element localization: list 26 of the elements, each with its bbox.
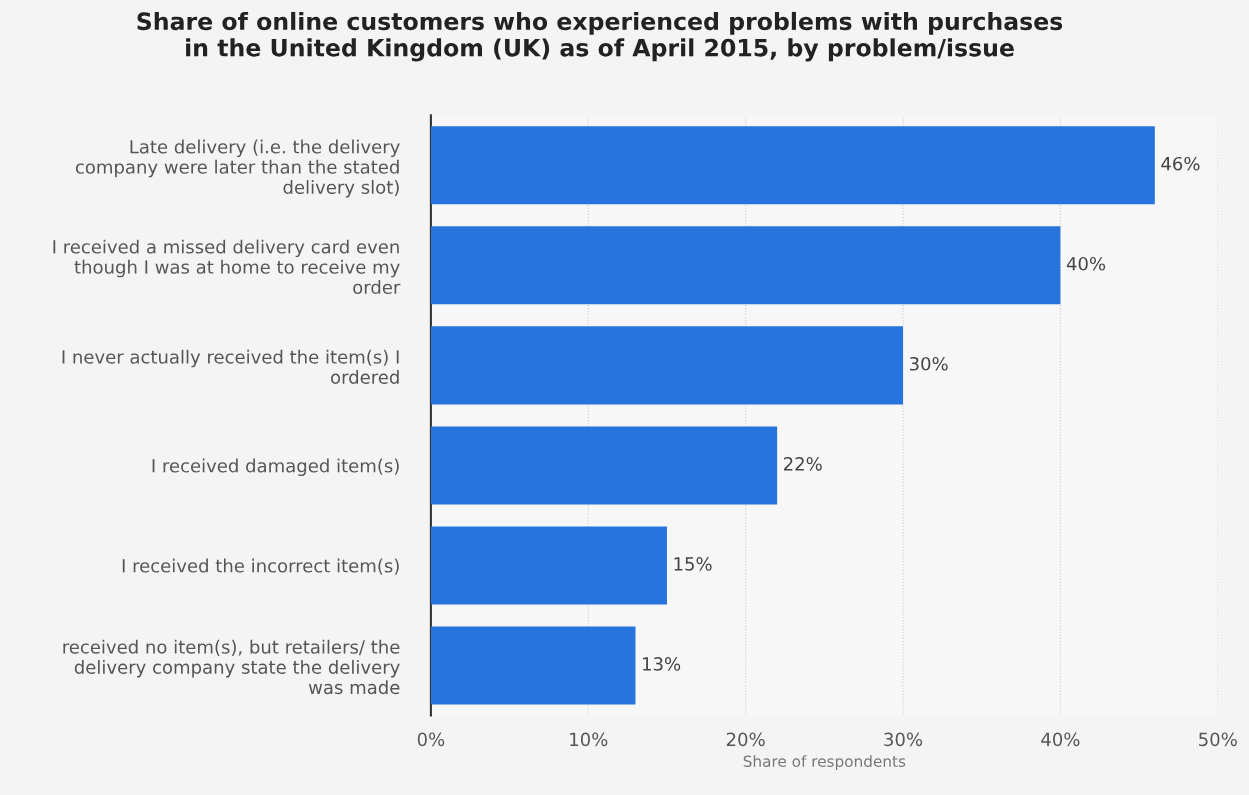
x-tick-label: 40% (1041, 732, 1080, 747)
x-axis-title: Share of respondents (743, 755, 906, 770)
y-tick-label: I received a missed delivery card even though I was at home to receive my order (53, 239, 401, 295)
data-label: 30% (909, 356, 948, 371)
x-tick-label: 10% (570, 732, 608, 747)
data-label: 13% (643, 657, 681, 671)
data-label: 22% (784, 456, 822, 471)
bar (430, 526, 667, 605)
y-tick-label: I never actually received the item(s) I ordered (62, 349, 399, 384)
y-tick-label: Late delivery (i.e. the delivery company were later than the stated delivery slot) (75, 139, 400, 198)
x-tick-label: 20% (726, 732, 765, 747)
bar (430, 126, 1155, 205)
bar (430, 326, 904, 405)
data-label: 40% (1066, 256, 1106, 271)
data-label: 46% (1161, 156, 1200, 171)
y-tick-label: received no item(s), but retailers/ the delivery company state the delivery was made (63, 639, 400, 695)
bar (430, 426, 778, 505)
data-label: 15% (674, 557, 712, 571)
bar (430, 226, 1061, 305)
chart-title: Share of online customers who experienced problems with purchases in the United Kingdom (UK) as of April 2015, by problem/issue (137, 11, 1063, 62)
y-tick-label: I received damaged item(s) (152, 458, 399, 477)
bar (430, 626, 636, 705)
x-tick-label: 0% (417, 732, 445, 747)
y-tick-label: I received the incorrect item(s) (122, 558, 399, 575)
x-tick-label: 50% (1199, 732, 1237, 747)
x-tick-label: 30% (884, 732, 923, 747)
